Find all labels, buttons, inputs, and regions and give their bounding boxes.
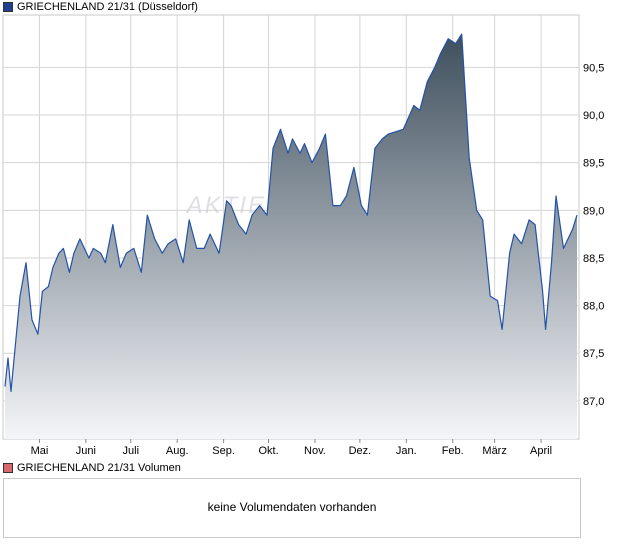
x-tick-label: Nov. [304,445,326,457]
price-area [5,34,577,439]
price-legend-label: GRIECHENLAND 21/31 (Düsseldorf) [17,1,198,13]
x-tick-label: Jan. [396,445,417,457]
x-tick-label: Aug. [166,445,189,457]
y-tick-label: 88,0 [583,301,604,313]
price-line [4,33,578,392]
volume-legend-swatch [3,463,13,473]
no-volume-message: keine Volumendaten vorhanden [207,500,377,514]
y-tick-label: 87,0 [583,396,604,408]
x-tick-label: Juli [123,445,140,457]
x-tick-label: Feb. [442,445,464,457]
volume-panel: keine Volumendaten vorhanden [3,478,581,538]
price-chart: AKTIEN 87,087,588,088,589,089,590,090,5 … [2,14,604,457]
x-tick-label: Mai [31,445,49,457]
volume-legend-label: GRIECHENLAND 21/31 Volumen [17,462,181,474]
x-tick-label: April [530,445,552,457]
x-tick-label: Dez. [349,445,372,457]
y-tick-label: 90,0 [583,110,604,122]
y-tick-label: 87,5 [583,348,604,360]
y-tick-label: 88,5 [583,253,604,265]
price-legend-swatch [3,2,13,12]
y-tick-label: 89,0 [583,205,604,217]
x-tick-label: Okt. [258,445,278,457]
x-tick-label: März [482,445,506,457]
x-tick-label: Juni [76,445,96,457]
y-axis: 87,0 87,5 88,0 88,5 89,0 89,5 90,0 90,5 [583,62,604,407]
y-tick-label: 89,5 [583,158,604,170]
y-tick-label: 90,5 [583,62,604,74]
volume-legend: GRIECHENLAND 21/31 Volumen [3,461,181,475]
price-legend: GRIECHENLAND 21/31 (Düsseldorf) [3,0,198,14]
x-tick-label: Sep. [212,445,235,457]
x-axis: Mai Juni Juli Aug. Sep. Okt. Nov. Dez. Jan. Feb. M… [31,439,552,457]
